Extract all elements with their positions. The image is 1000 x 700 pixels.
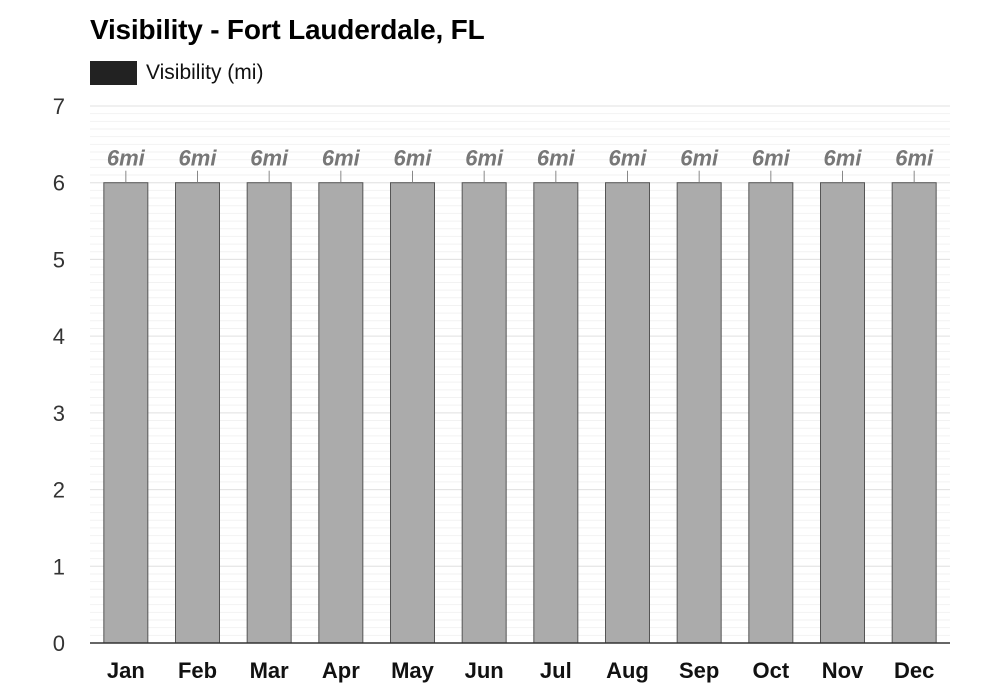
x-tick-label: Jan xyxy=(107,658,145,683)
x-tick-label: Oct xyxy=(752,658,789,683)
data-label: 6mi xyxy=(609,146,648,171)
x-tick-label: Aug xyxy=(606,658,649,683)
legend-label: Visibility (mi) xyxy=(146,61,264,84)
x-tick-label: Apr xyxy=(322,658,360,683)
bar-jul xyxy=(533,182,579,644)
y-tick-label: 0 xyxy=(53,631,65,656)
axis-layer: 0 1 2 3 4 5 6 7 Jan Feb Mar Apr May Jun Jul Aug Sep Oct No… xyxy=(53,94,950,683)
bar-mar xyxy=(246,182,292,644)
bar-jan xyxy=(103,182,149,644)
x-tick-label: Jul xyxy=(540,658,572,683)
data-label: 6mi xyxy=(680,146,719,171)
bar-aug xyxy=(605,182,650,644)
data-label: 6mi xyxy=(465,146,504,171)
label-layer: 6mi 6mi 6mi 6mi 6mi 6mi 6mi 6mi 6mi 6mi 6mi 6mi xyxy=(107,146,934,183)
x-tick-label: Nov xyxy=(822,658,864,683)
y-tick-label: 6 xyxy=(53,171,65,196)
bar-nov xyxy=(820,182,865,644)
data-label: 6mi xyxy=(895,146,934,171)
data-label: 6mi xyxy=(107,146,146,171)
x-tick-label: Mar xyxy=(250,658,290,683)
bar-jun xyxy=(461,182,507,644)
y-tick-label: 4 xyxy=(53,324,65,349)
bar-feb xyxy=(175,182,220,644)
x-tick-label: Sep xyxy=(679,658,719,683)
data-label: 6mi xyxy=(322,146,361,171)
data-label: 6mi xyxy=(752,146,791,171)
legend: Visibility (mi) xyxy=(90,61,263,85)
y-tick-label: 3 xyxy=(53,401,65,426)
y-tick-label: 5 xyxy=(53,247,65,272)
y-tick-label: 1 xyxy=(53,554,65,579)
bar-sep xyxy=(676,182,722,644)
data-label: 6mi xyxy=(394,146,433,171)
bar-may xyxy=(390,182,435,644)
bar-layer xyxy=(103,182,937,644)
data-label: 6mi xyxy=(250,146,289,171)
chart-title: Visibility - Fort Lauderdale, FL xyxy=(90,14,485,45)
x-tick-label: Dec xyxy=(894,658,934,683)
data-label: 6mi xyxy=(179,146,218,171)
data-label: 6mi xyxy=(537,146,576,171)
x-tick-label: May xyxy=(391,658,435,683)
bar-dec xyxy=(891,182,937,644)
y-tick-label: 7 xyxy=(53,94,65,119)
grid-layer xyxy=(90,105,950,644)
data-label: 6mi xyxy=(824,146,863,171)
x-tick-label: Jun xyxy=(465,658,504,683)
bar-oct xyxy=(748,182,794,644)
y-tick-label: 2 xyxy=(53,478,65,503)
bar-apr xyxy=(318,182,364,644)
legend-swatch xyxy=(90,61,137,85)
x-tick-label: Feb xyxy=(178,658,217,683)
